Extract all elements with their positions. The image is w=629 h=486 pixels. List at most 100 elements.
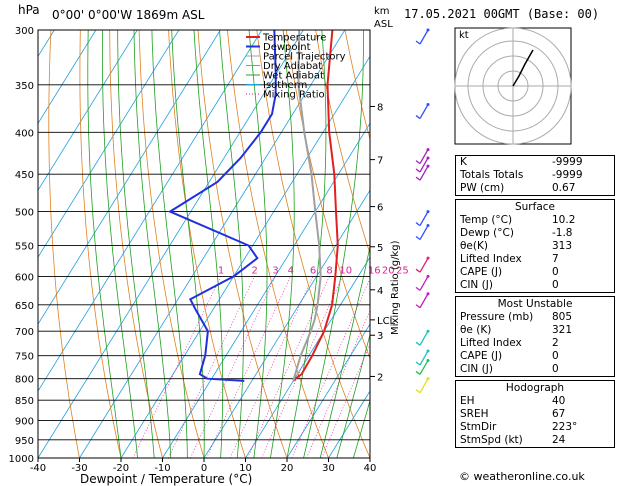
- legend-label: Dry Adiabat: [263, 61, 322, 72]
- pressure-tick-label: 600: [15, 272, 34, 283]
- mixing-ratio-axis-label: Mixing Ratio (g/kg): [390, 240, 401, 335]
- most-unstable-label: θe (K): [460, 324, 492, 336]
- pw-label: PW (cm): [460, 182, 505, 194]
- hodograph-value: 223°: [552, 421, 578, 433]
- dry-adiabat-line: [48, 30, 80, 458]
- pressure-tick-label: 300: [15, 26, 34, 37]
- wind-barb-dot: [426, 224, 430, 228]
- mixing-ratio-label: 8: [326, 265, 332, 276]
- most-unstable-label: Lifted Index: [460, 337, 522, 349]
- isotherm-line: [38, 30, 180, 258]
- pressure-tick-label: 500: [15, 208, 34, 219]
- x-tick-label: -10: [154, 463, 170, 474]
- surface-label: θe(K): [460, 240, 488, 252]
- hodograph-label: SREH: [460, 408, 489, 420]
- surface-value: 7: [552, 253, 559, 265]
- wind-barb-flag: [415, 370, 421, 375]
- wind-barb: [419, 149, 429, 164]
- mixing-ratio-line: [132, 276, 222, 458]
- hodograph-value: 24: [552, 434, 566, 446]
- mixing-ratio-line: [261, 276, 343, 458]
- surface-value: -1.8: [552, 227, 573, 239]
- dry-adiabat-line: [315, 30, 370, 255]
- wind-barb: [419, 330, 429, 346]
- wind-barb-flag: [415, 268, 421, 273]
- pw-row: PW (cm) 0.67: [456, 182, 614, 195]
- hodograph-label: StmDir: [460, 421, 497, 433]
- surface-label: Dewp (°C): [460, 227, 514, 239]
- wind-barb: [419, 157, 429, 173]
- hodograph-row: StmDir 223°: [456, 421, 614, 434]
- mixing-ratio-label: 2: [252, 265, 258, 276]
- k-label: K: [460, 156, 467, 168]
- legend-label: Isotherm: [263, 80, 307, 91]
- wind-barb-dot: [426, 28, 430, 32]
- k-value: -9999: [552, 156, 583, 168]
- mixing-ratio-label: 20: [382, 265, 395, 276]
- tt-label: Totals Totals: [460, 169, 524, 181]
- most-unstable-block: Most Unstable Pressure (mb) 805 θe (K) 321 L…: [455, 296, 615, 377]
- surface-row: Lifted Index 7: [456, 253, 614, 266]
- legend-label: Dewpoint: [263, 42, 311, 53]
- km-unit-label: km: [374, 6, 390, 17]
- wind-barb-dot: [426, 256, 430, 260]
- most-unstable-row: Lifted Index 2: [456, 337, 614, 350]
- wind-barb-flag: [415, 115, 421, 120]
- isotherm-line: [38, 30, 263, 392]
- series-line-parcel-trajectory: [292, 30, 322, 382]
- surface-row: θe(K) 313: [456, 240, 614, 253]
- mixing-ratio-line: [321, 343, 370, 458]
- most-unstable-value: 321: [552, 324, 573, 336]
- mixing-ratio-label: 4: [288, 265, 294, 276]
- hodograph-trace: [512, 49, 534, 87]
- most-unstable-row: Pressure (mb) 805: [456, 311, 614, 324]
- wind-barb-dot: [426, 164, 430, 168]
- indices-table: K -9999 Totals Totals -9999 PW (cm) 0.67 Su…: [455, 155, 615, 451]
- surface-label: Lifted Index: [460, 253, 522, 265]
- wet-adiabat-line: [336, 333, 370, 458]
- x-tick-label: 20: [281, 463, 294, 474]
- wind-barb-dot: [426, 103, 430, 107]
- most-unstable-value: 0: [552, 350, 559, 362]
- surface-block: Surface Temp (°C) 10.2 Dewp (°C) -1.8 θe(K) 3…: [455, 199, 615, 293]
- tt-value: -9999: [552, 169, 583, 181]
- isotherm-line: [203, 189, 370, 458]
- isotherm-line: [0, 30, 13, 458]
- wind-barb: [419, 350, 429, 366]
- most-unstable-value: 805: [552, 311, 573, 323]
- hodograph-title: Hodograph: [505, 382, 565, 394]
- pressure-tick-label: 550: [15, 241, 34, 252]
- wind-barb-dot: [426, 349, 430, 353]
- most-unstable-label: CAPE (J): [460, 350, 503, 362]
- most-unstable-title: Most Unstable: [497, 298, 573, 310]
- x-tick-label: -40: [30, 463, 46, 474]
- wind-barb-flag: [415, 236, 421, 241]
- series-line-dewpoint: [167, 30, 277, 382]
- wind-barb-dot: [426, 358, 430, 362]
- legend-label: Mixing Ratio: [263, 90, 325, 101]
- wind-barb-flag: [415, 341, 421, 346]
- x-tick-label: 0: [201, 463, 207, 474]
- hodograph-row: EH 40: [456, 395, 614, 408]
- wind-barb-dot: [426, 148, 430, 152]
- wind-barb-flag: [415, 168, 421, 173]
- hodograph-value: 40: [552, 395, 566, 407]
- pressure-tick-label: 800: [15, 375, 34, 386]
- mixing-ratio-label: 25: [396, 265, 409, 276]
- surface-row: CIN (J) 0: [456, 279, 614, 292]
- wind-barb-flag: [415, 286, 421, 291]
- km-tick-label: 5: [377, 243, 383, 254]
- wind-barb-dot: [426, 210, 430, 214]
- hodograph-row: SREH 67: [456, 408, 614, 421]
- wind-barb: [419, 378, 429, 393]
- isotherm-line: [38, 30, 138, 192]
- profile-traces: [167, 30, 339, 382]
- hodograph-label: EH: [460, 395, 475, 407]
- pressure-tick-label: 1000: [9, 454, 34, 465]
- mixing-ratio-label: 16: [368, 265, 381, 276]
- copyright[interactable]: © weatheronline.co.uk: [459, 470, 585, 483]
- wind-barbs: [415, 28, 430, 394]
- isotherm-line: [286, 323, 370, 458]
- wet-adiabat-line: [171, 30, 205, 458]
- wind-barb-dot: [426, 377, 430, 381]
